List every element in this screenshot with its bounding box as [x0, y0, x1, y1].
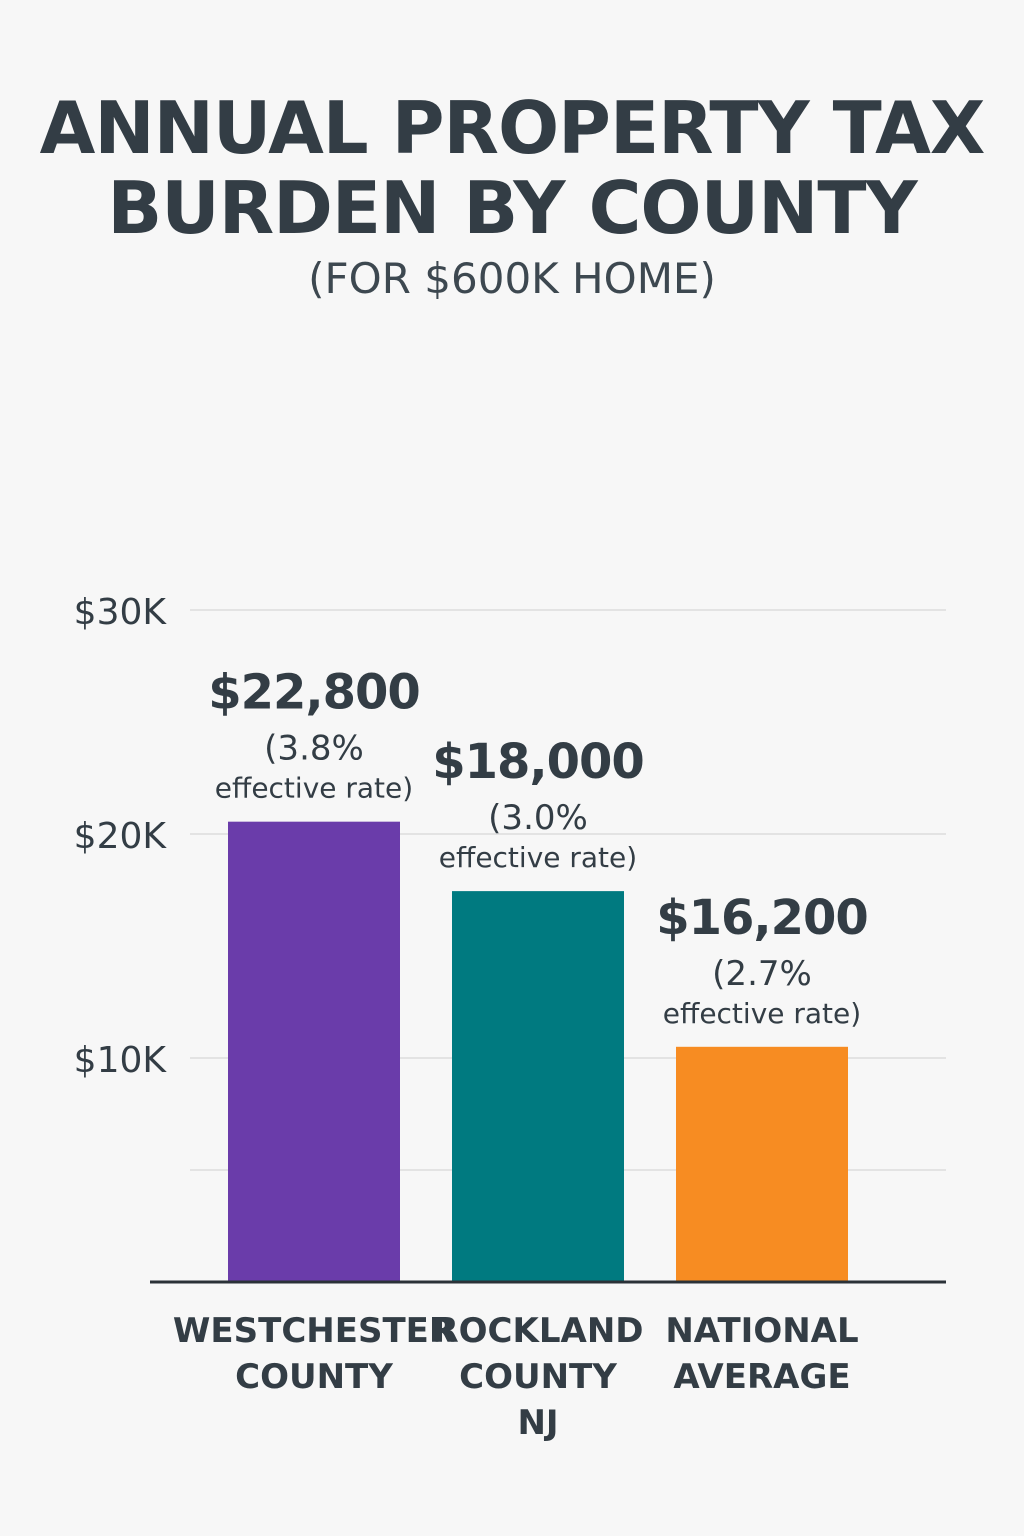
bar: [452, 891, 624, 1282]
rate-label-line-2: effective rate): [663, 997, 861, 1030]
y-tick-label: $30K: [74, 592, 168, 633]
x-category-label: COUNTY: [459, 1357, 617, 1397]
rate-label-line-1: (3.0%: [488, 798, 588, 838]
x-category-label: NATIONAL: [665, 1311, 858, 1351]
bars: [228, 821, 848, 1282]
rate-label-line-2: effective rate): [215, 772, 413, 805]
data-labels: $22,800(3.8%effective rate) $18,000(3.0%e…: [208, 665, 869, 1030]
chart-title-line-2: BURDEN BY COUNTY: [107, 166, 917, 250]
x-category-label: ROCKLAND: [432, 1311, 643, 1351]
rate-label-line-1: (3.8%: [264, 729, 364, 769]
value-label: $18,000: [432, 734, 644, 790]
y-axis-ticks: $30K $20K $10K: [74, 592, 168, 1081]
y-tick-label: $20K: [74, 816, 168, 857]
x-category-label: COUNTY: [235, 1357, 393, 1397]
rate-label-line-2: effective rate): [439, 841, 637, 874]
value-label: $16,200: [656, 890, 868, 946]
x-category-label: WESTCHESTER: [173, 1311, 455, 1351]
x-category-label: NJ: [517, 1403, 558, 1443]
y-tick-label: $10K: [74, 1040, 168, 1081]
bar: [676, 1046, 848, 1282]
rate-label-line-1: (2.7%: [712, 954, 812, 994]
x-axis-labels: WESTCHESTERCOUNTYROCKLANDCOUNTYNJNATIONA…: [173, 1311, 859, 1443]
x-category-label: AVERAGE: [673, 1357, 850, 1397]
chart-title-line-1: ANNUAL PROPERTY TAX: [39, 86, 986, 170]
bar: [228, 821, 400, 1282]
value-label: $22,800: [208, 665, 420, 721]
chart-subtitle: (FOR $600K HOME): [308, 254, 716, 303]
